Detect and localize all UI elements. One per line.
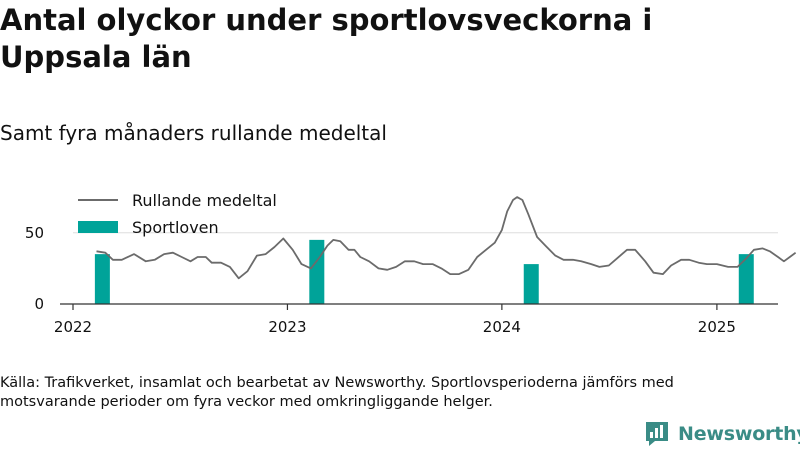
source-note: Källa: Trafikverket, insamlat och bearbe… (0, 375, 674, 410)
x-tick-label: 2023 (268, 318, 306, 336)
bar-sportloven-2022 (94, 254, 110, 304)
line-layer (96, 196, 797, 280)
legend-label-bar: Sportloven (132, 218, 219, 237)
x-tick-label: 2025 (698, 318, 736, 336)
bar-sportloven-2025 (738, 254, 754, 304)
newsworthy-logo-text: Newsworthy (678, 423, 800, 445)
newsworthy-logo-icon (646, 422, 668, 446)
bar-layer (94, 239, 754, 304)
legend-label-line: Rullande medeltal (132, 191, 277, 210)
chart-title: Antal olyckor under sportlovsveckorna i … (0, 3, 653, 74)
newsworthy-logo[interactable]: Newsworthy (644, 420, 800, 448)
bar-sportloven-2024 (523, 264, 539, 304)
legend-bar-swatch (78, 221, 118, 233)
x-tick-label: 2022 (54, 318, 92, 336)
chart-canvas: 0 50 2022 2023 2024 2025 Rullande medeltal Spo… (25, 191, 797, 336)
line-rullande-medeltal (96, 196, 797, 280)
axis-layer: 0 50 2022 2023 2024 2025 (25, 224, 778, 336)
chart-subtitle: Samt fyra månaders rullande medeltal (0, 121, 387, 145)
bar-sportloven-2023 (309, 239, 325, 304)
legend: Rullande medeltal Sportloven (78, 191, 277, 237)
y-tick-label: 0 (34, 295, 44, 313)
x-tick-label: 2024 (483, 318, 521, 336)
y-tick-label: 50 (25, 224, 44, 242)
